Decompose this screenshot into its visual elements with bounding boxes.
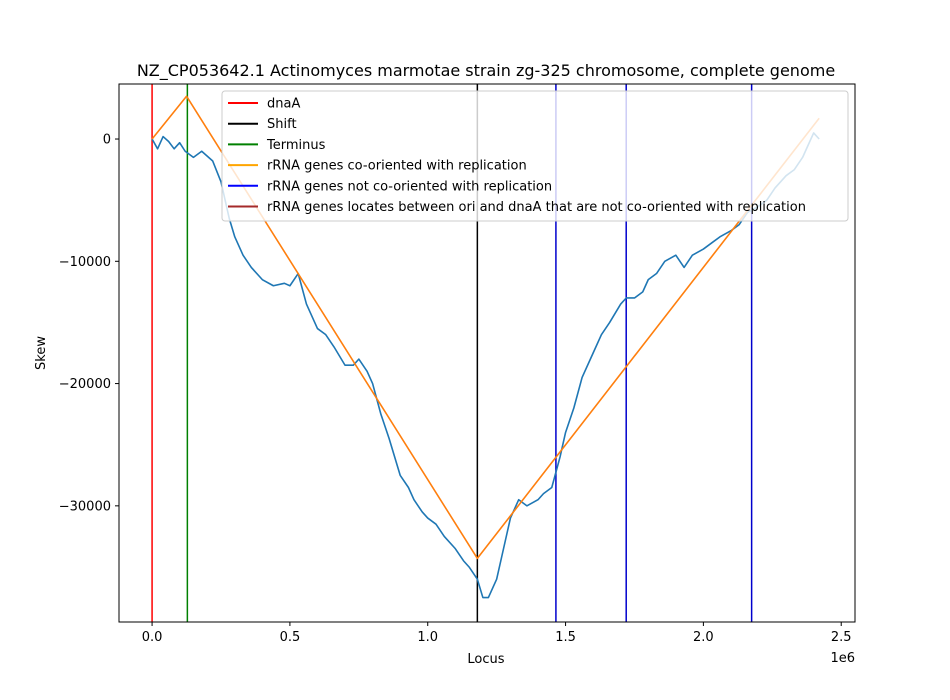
x-tick-label-0: 0.0 <box>142 630 163 645</box>
x-offset-label: 1e6 <box>830 651 855 666</box>
series-layer <box>151 95 820 599</box>
legend-box <box>221 90 849 222</box>
y-tick-label-1: −10000 <box>59 255 111 270</box>
x-axis: 0.0 0.5 1.0 1.5 2.0 2.5 <box>142 622 852 645</box>
x-axis-label: Locus <box>467 652 504 667</box>
legend-entry-5: rRNA genes locates between ori and dnaA … <box>267 200 806 215</box>
y-tick-label-0: 0 <box>103 133 111 148</box>
series-line-0 <box>151 132 820 599</box>
y-tick-label-2: −20000 <box>59 377 111 392</box>
legend-entry-2: Terminus <box>266 138 326 153</box>
x-tick-label-5: 2.5 <box>831 630 852 645</box>
legend: dnaA Shift Terminus rRNA genes co-oriented … <box>221 90 849 222</box>
x-tick-label-4: 2.0 <box>693 630 714 645</box>
series-line-1 <box>151 95 820 560</box>
chart-title: NZ_CP053642.1 Actinomyces marmotae strai… <box>137 61 835 81</box>
legend-entry-4: rRNA genes not co-oriented with replicat… <box>267 179 552 194</box>
y-axis: 0 −10000 −20000 −30000 <box>59 133 119 514</box>
x-tick-label-2: 1.0 <box>417 630 438 645</box>
legend-entry-3: rRNA genes co-oriented with replication <box>267 159 527 174</box>
y-tick-label-3: −30000 <box>59 499 111 514</box>
axes-frame <box>118 83 856 623</box>
x-tick-label-1: 0.5 <box>280 630 301 645</box>
legend-entry-0: dnaA <box>267 97 300 112</box>
y-axis-label: Skew <box>34 336 49 370</box>
legend-entry-1: Shift <box>267 117 297 132</box>
x-tick-label-3: 1.5 <box>555 630 576 645</box>
